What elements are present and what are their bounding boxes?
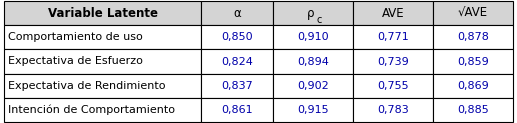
Text: AVE: AVE	[382, 7, 404, 20]
Text: ρ: ρ	[307, 7, 314, 20]
Text: Expectativa de Esfuerzo: Expectativa de Esfuerzo	[8, 56, 143, 67]
Bar	[353, 74, 433, 98]
Bar	[433, 25, 513, 49]
Bar	[273, 1, 353, 25]
Text: √AVE: √AVE	[458, 7, 488, 20]
Text: 0,739: 0,739	[377, 56, 409, 67]
Text: 0,869: 0,869	[457, 81, 489, 91]
Bar	[433, 98, 513, 122]
Bar	[202, 49, 273, 74]
Bar	[433, 1, 513, 25]
Bar	[433, 49, 513, 74]
Bar	[4, 25, 202, 49]
Text: 0,771: 0,771	[377, 32, 409, 42]
Text: 0,850: 0,850	[221, 32, 253, 42]
Bar	[202, 25, 273, 49]
Bar	[202, 1, 273, 25]
Text: 0,885: 0,885	[457, 105, 489, 115]
Bar	[4, 74, 202, 98]
Bar	[202, 98, 273, 122]
Text: 0,910: 0,910	[297, 32, 329, 42]
Text: 0,755: 0,755	[377, 81, 408, 91]
Text: Variable Latente: Variable Latente	[48, 7, 158, 20]
Text: Comportamiento de uso: Comportamiento de uso	[8, 32, 143, 42]
Text: 0,859: 0,859	[457, 56, 489, 67]
Text: 0,878: 0,878	[457, 32, 489, 42]
Text: 0,824: 0,824	[221, 56, 253, 67]
Bar	[353, 25, 433, 49]
Bar	[353, 49, 433, 74]
Text: α: α	[233, 7, 241, 20]
Bar	[4, 1, 202, 25]
Bar	[273, 74, 353, 98]
Bar	[273, 49, 353, 74]
Bar	[273, 98, 353, 122]
Text: c: c	[316, 15, 322, 25]
Text: 0,861: 0,861	[221, 105, 253, 115]
Bar	[433, 74, 513, 98]
Text: Intención de Comportamiento: Intención de Comportamiento	[8, 105, 175, 115]
Bar	[4, 49, 202, 74]
Text: 0,783: 0,783	[377, 105, 409, 115]
Bar	[353, 98, 433, 122]
Text: 0,915: 0,915	[297, 105, 329, 115]
Bar	[4, 98, 202, 122]
Bar	[353, 1, 433, 25]
Text: Expectativa de Rendimiento: Expectativa de Rendimiento	[8, 81, 166, 91]
Text: 0,902: 0,902	[297, 81, 329, 91]
Text: 0,894: 0,894	[297, 56, 329, 67]
Text: 0,837: 0,837	[221, 81, 253, 91]
Bar	[202, 74, 273, 98]
Bar	[273, 25, 353, 49]
